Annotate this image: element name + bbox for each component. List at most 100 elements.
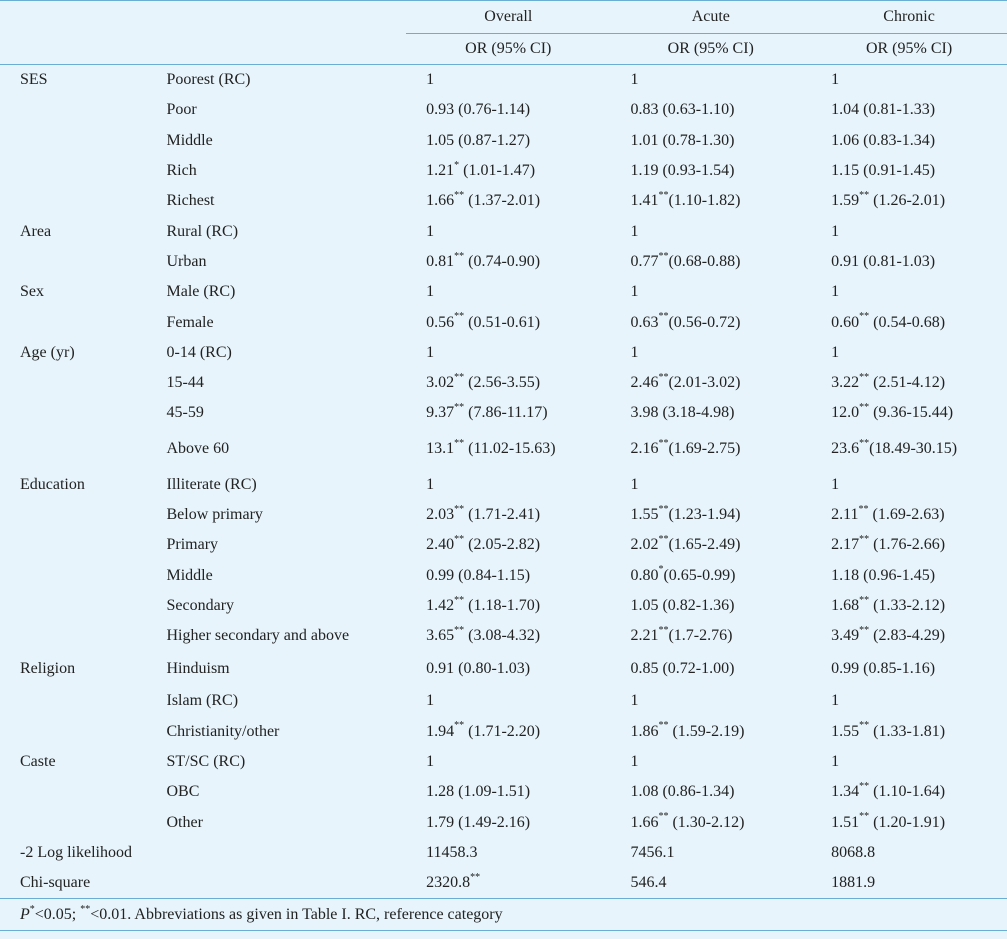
row-subcategory: 0-14 (RC) [166, 343, 232, 361]
cell-value: 12.0 [831, 404, 860, 422]
cell-value: 23.6 [831, 440, 860, 458]
cell-overall: 1 [406, 470, 610, 500]
cell-chronic: 1.55** (1.33-1.81) [811, 717, 1007, 747]
cell-chronic: 3.22** (2.51-4.12) [811, 368, 1007, 398]
cell-value: 1 [630, 753, 639, 771]
cell-value: 1 [426, 475, 435, 493]
cell-acute: 1.05 (0.82-1.36) [610, 591, 811, 621]
cell-value: 1.79 (1.49-2.16) [426, 813, 531, 831]
significance-marker: ** [859, 720, 870, 732]
row-subcategory: Islam (RC) [166, 692, 239, 710]
row-category: Area [20, 222, 52, 240]
cell-value: 1.34 [831, 783, 860, 801]
cell-overall: 1 [406, 216, 610, 246]
table-footnote: P*<0.05; **<0.01. Abbreviations as given… [0, 898, 1007, 932]
table-row: Rich 1.21* (1.01-1.47) 1.19 (0.93-1.54) 1.1… [0, 156, 1007, 186]
cell-value: 1 [630, 692, 639, 710]
cell-chronic: 1.51** (1.20-1.91) [811, 808, 1007, 838]
row-category [0, 186, 167, 216]
cell-chronic: 1 [811, 686, 1007, 716]
cell-ci: (2.83-4.29) [869, 627, 946, 645]
table-row: Richest 1.66** (1.37-2.01) 1.41**(1.10-1.8… [0, 186, 1007, 216]
significance-marker: ** [658, 811, 669, 823]
table-row: Female 0.56** (0.51-0.61) 0.63**(0.56-0.72… [0, 307, 1007, 337]
cell-value: 1 [630, 283, 639, 301]
significance-marker: ** [859, 594, 870, 606]
row-category: Sex [20, 283, 44, 301]
cell-value: 2.21 [630, 627, 659, 645]
cell-acute: 1 [610, 338, 811, 368]
cell-overall: 3.65** (3.08-4.32) [406, 621, 610, 651]
table-row: OBC 1.28 (1.09-1.51) 1.08 (0.86-1.34) 1.34*… [0, 777, 1007, 807]
cell-value: 1.55 [630, 506, 659, 523]
header-acute-or: OR (95% CI) [667, 40, 754, 57]
cell-value: 1.05 (0.87-1.27) [426, 131, 531, 149]
table-row: Area Rural (RC) 1 1 1 [0, 216, 1007, 246]
significance-marker: ** [858, 503, 869, 515]
header-blank [167, 34, 407, 65]
cell-chronic: 1 [811, 338, 1007, 368]
cell-overall: 1 [406, 338, 610, 368]
cell-chronic: 1 [811, 747, 1007, 777]
cell-chronic: 1 [811, 216, 1007, 246]
row-subcategory: Poorest (RC) [166, 71, 251, 89]
cell-ci: (1.59-2.19) [668, 722, 745, 740]
cell-overall: 1.42** (1.18-1.70) [406, 591, 610, 621]
header-chronic: Chronic [811, 0, 1007, 34]
cell-acute: 2.02**(1.65-2.49) [610, 530, 811, 560]
cell-overall: 0.99 (0.84-1.15) [406, 560, 610, 590]
cell-ci: (2.51-4.12) [869, 374, 946, 392]
cell-value: 0.60 [831, 313, 860, 331]
header-row-groups: Overall Acute Chronic [0, 0, 1007, 34]
cell-ci: (1.26-2.01) [869, 192, 946, 210]
table-row: Middle 0.99 (0.84-1.15) 0.80*(0.65-0.99) 1.… [0, 560, 1007, 590]
row-subcategory: OBC [166, 783, 200, 801]
row-subcategory: Secondary [166, 596, 235, 614]
table-row: Urban 0.81** (0.74-0.90) 0.77**(0.68-0.88)… [0, 247, 1007, 277]
significance-marker: ** [658, 250, 669, 262]
cell-acute: 1 [610, 686, 811, 716]
row-subcategory: Middle [166, 566, 213, 584]
cell-value: 1 [426, 343, 435, 361]
cell-value: 2.02 [630, 536, 659, 554]
table-row: Caste ST/SC (RC) 1 1 1 [0, 747, 1007, 777]
table-row: 15-44 3.02** (2.56-3.55) 2.46**(2.01-3.02)… [0, 368, 1007, 398]
significance-marker: ** [859, 371, 870, 383]
cell-value: 1.86 [630, 722, 659, 740]
cell-chronic: 1.04 (0.81-1.33) [811, 95, 1007, 125]
cell-ci: (1.37-2.01) [464, 192, 541, 210]
significance-marker: ** [859, 624, 870, 636]
cell-ci: (18.49-30.15) [869, 440, 958, 458]
significance-marker: ** [859, 402, 870, 414]
row-subcategory: Hinduism [166, 659, 230, 677]
cell-value: 0.99 (0.84-1.15) [426, 566, 531, 584]
row-category [0, 591, 167, 621]
cell-chronic: 12.0** (9.36-15.44) [811, 398, 1007, 428]
significance-marker: ** [859, 781, 870, 793]
cell-acute: 1 [610, 277, 811, 307]
cell-value: 11458.3 [426, 843, 478, 861]
significance-marker: ** [859, 311, 870, 323]
row-subcategory: Above 60 [166, 440, 230, 458]
table-row: Higher secondary and above 3.65** (3.08-4… [0, 621, 1007, 651]
cell-chronic: 0.91 (0.81-1.03) [811, 247, 1007, 277]
row-category [0, 621, 167, 651]
cell-value: 1.66 [426, 192, 455, 210]
row-category [0, 500, 167, 530]
cell-value: 0.77 [630, 252, 659, 270]
cell-value: 2.11 [831, 506, 859, 523]
cell-ci: (1.71-2.41) [464, 506, 541, 523]
cell-value: 1.19 (0.93-1.54) [630, 162, 735, 180]
table-row: Secondary 1.42** (1.18-1.70) 1.05 (0.82-1.… [0, 591, 1007, 621]
footnote-sup-1: * [29, 903, 35, 915]
cell-value: 1881.9 [831, 874, 876, 892]
cell-value: 2.17 [831, 536, 860, 554]
table-row: Religion Hinduism 0.91 (0.80-1.03) 0.85 (0.… [0, 651, 1007, 686]
row-category [0, 560, 167, 590]
significance-marker: ** [859, 437, 870, 449]
cell-value: 2.46 [630, 374, 659, 392]
cell-acute: 1 [610, 470, 811, 500]
cell-acute: 1 [610, 216, 811, 246]
cell-acute: 1.41**(1.10-1.82) [610, 186, 811, 216]
